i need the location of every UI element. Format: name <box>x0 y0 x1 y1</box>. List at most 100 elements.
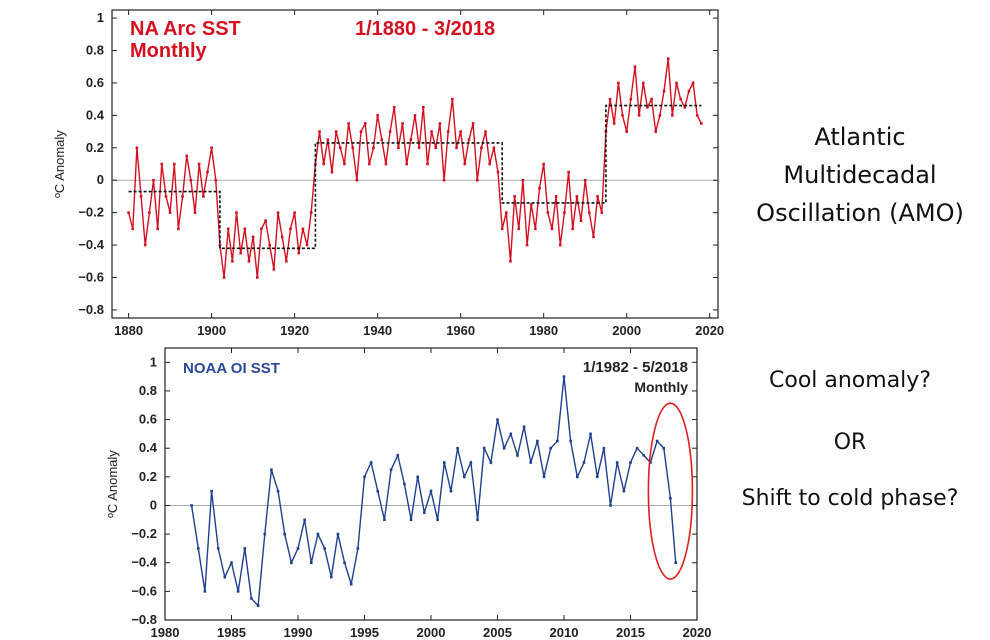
data-point <box>185 154 189 158</box>
data-point <box>426 162 429 166</box>
amo-label-line1: Atlantic <box>814 123 906 151</box>
data-point <box>455 146 458 150</box>
data-point <box>376 114 379 117</box>
data-point <box>301 227 305 231</box>
data-point <box>492 146 496 150</box>
data-point <box>230 561 233 565</box>
data-point <box>181 195 184 198</box>
data-point <box>148 211 151 214</box>
data-point <box>625 130 628 133</box>
data-point <box>621 114 624 117</box>
x-tick-label: 1900 <box>197 323 226 338</box>
data-point <box>297 251 301 255</box>
data-point <box>442 178 446 182</box>
data-point <box>139 195 143 198</box>
data-point <box>641 81 645 85</box>
data-point <box>210 146 213 150</box>
x-tick-label: 1990 <box>284 625 313 640</box>
data-point <box>446 130 450 133</box>
data-point <box>500 227 504 231</box>
x-tick-label: 2020 <box>695 323 724 338</box>
data-point <box>413 114 417 117</box>
data-point <box>488 162 492 166</box>
amo-label: Atlantic Multidecadal Oscillation (AMO) <box>735 118 985 232</box>
data-point <box>538 187 541 190</box>
data-point <box>582 461 586 464</box>
y-tick-label: 0.4 <box>139 440 158 455</box>
data-point <box>622 489 626 493</box>
data-point <box>516 454 519 457</box>
data-point <box>675 81 678 85</box>
data-point <box>283 532 286 536</box>
y-tick-label: 0.6 <box>139 412 157 427</box>
data-point <box>459 130 462 133</box>
data-point <box>517 227 521 231</box>
data-point <box>214 178 218 182</box>
data-point <box>203 590 207 593</box>
data-point <box>617 81 620 85</box>
data-point <box>422 105 425 109</box>
data-point <box>247 259 251 263</box>
data-point <box>674 561 678 565</box>
data-point <box>368 162 371 166</box>
data-point <box>349 582 353 586</box>
data-point <box>197 162 201 166</box>
data-point <box>326 138 330 141</box>
data-point <box>310 561 313 565</box>
data-point <box>202 195 205 198</box>
data-point <box>168 211 172 214</box>
data-point <box>231 259 234 263</box>
data-point <box>456 446 459 450</box>
data-point <box>592 235 595 239</box>
plot-frame <box>164 347 698 621</box>
data-point <box>496 418 499 421</box>
data-point <box>356 547 360 550</box>
amo-label-line2: Multidecadal <box>783 161 937 189</box>
data-point <box>583 178 587 182</box>
data-point <box>562 375 566 378</box>
date-range: 1/1880 - 3/2018 <box>355 18 495 40</box>
data-point <box>338 146 342 150</box>
x-tick-label: 2000 <box>612 323 641 338</box>
data-point <box>700 122 703 125</box>
y-tick-label: 0.2 <box>86 140 104 155</box>
data-point <box>451 97 454 101</box>
chart-subtitle: Monthly <box>634 379 688 395</box>
question-shift: Shift to cold phase? <box>741 486 959 511</box>
data-point <box>263 532 267 536</box>
data-point <box>475 178 479 182</box>
data-point <box>336 532 340 536</box>
data-point <box>449 489 453 493</box>
y-axis-label: ºC Anomaly <box>52 130 67 198</box>
data-point <box>542 162 545 166</box>
y-tick-label: 1 <box>97 10 104 25</box>
data-point <box>434 146 438 150</box>
question-cool-anomaly: Cool anomaly? <box>769 368 931 393</box>
y-tick-label: −0.8 <box>131 612 157 627</box>
data-point <box>296 547 300 550</box>
y-tick-label: 0.2 <box>139 469 157 484</box>
data-point <box>430 130 433 133</box>
data-point <box>343 561 346 565</box>
data-point <box>691 81 695 85</box>
data-point <box>529 203 533 206</box>
data-point <box>403 482 406 486</box>
data-point <box>397 146 400 150</box>
data-point <box>380 138 384 141</box>
data-point <box>272 268 276 271</box>
data-point <box>542 475 546 479</box>
data-point <box>529 461 533 464</box>
data-point <box>392 105 396 109</box>
data-point <box>388 130 392 133</box>
data-point <box>609 504 612 507</box>
data-point <box>658 114 662 117</box>
data-point <box>251 235 255 239</box>
data-point <box>290 561 293 565</box>
data-point <box>405 162 408 166</box>
data-point <box>289 227 292 231</box>
data-point <box>160 162 164 166</box>
data-point <box>131 227 135 231</box>
data-point <box>355 178 359 182</box>
data-point <box>602 446 606 450</box>
